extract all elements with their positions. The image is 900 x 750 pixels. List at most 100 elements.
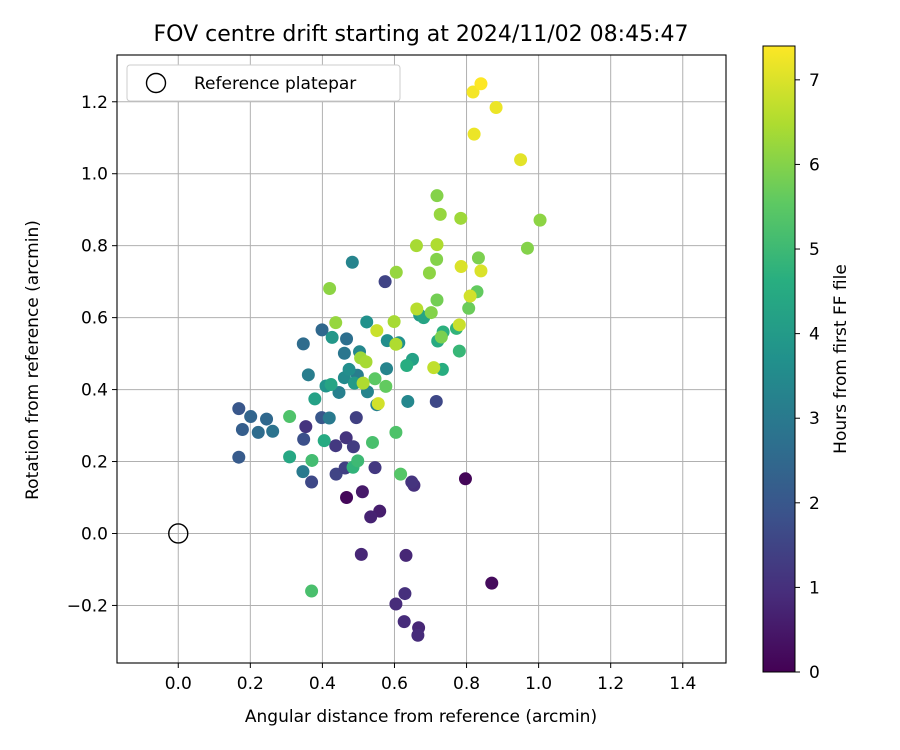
data-point [389, 425, 403, 439]
data-point [368, 372, 382, 386]
data-point [251, 425, 265, 439]
data-point [520, 241, 534, 255]
data-point [339, 431, 353, 445]
data-point [305, 475, 319, 489]
colorbar-tick-label: 6 [809, 155, 820, 175]
data-point [405, 475, 419, 489]
x-tick-label: 0.4 [309, 674, 336, 694]
data-point [410, 302, 424, 316]
data-point [389, 597, 403, 611]
y-tick-label: 0.8 [81, 237, 108, 257]
data-point [489, 101, 503, 115]
data-point [315, 323, 329, 337]
data-point [329, 316, 343, 330]
data-point [332, 385, 346, 399]
data-point [232, 402, 246, 416]
data-point [235, 423, 249, 437]
data-point [394, 467, 408, 481]
data-point [471, 251, 485, 265]
y-tick-label: 0.6 [81, 309, 108, 329]
y-tick-label: 1.0 [81, 165, 108, 185]
data-point [422, 266, 436, 280]
y-axis-label: Rotation from reference (arcmin) [23, 220, 43, 500]
data-point [283, 410, 297, 424]
colorbar-ticks: 0 1 2 3 4 5 6 7 [795, 71, 820, 683]
colorbar-tick-label: 0 [809, 663, 820, 683]
data-point [399, 548, 413, 562]
y-axis-ticks: −0.2 0.0 0.2 0.4 0.6 0.8 1.0 1.2 [67, 93, 117, 616]
x-tick-label: 0.2 [237, 674, 264, 694]
y-tick-label: 0.0 [81, 524, 108, 544]
data-point [244, 410, 258, 424]
data-point [260, 412, 274, 426]
data-point [322, 411, 336, 425]
data-point [389, 337, 403, 351]
data-point [429, 394, 443, 408]
data-point [323, 281, 337, 295]
data-point [297, 432, 311, 446]
data-point [485, 576, 499, 590]
colorbar-tick-label: 1 [809, 578, 820, 598]
data-point [379, 379, 393, 393]
data-point [401, 394, 415, 408]
data-point [430, 293, 444, 307]
data-point [305, 453, 319, 467]
x-axis-label: Angular distance from reference (arcmin) [245, 707, 597, 727]
data-point [354, 547, 368, 561]
y-tick-label: 0.2 [81, 453, 108, 473]
data-point [398, 587, 412, 601]
x-tick-label: 0.6 [381, 674, 408, 694]
y-tick-label: 0.4 [81, 381, 108, 401]
data-point [317, 434, 331, 448]
data-point [387, 315, 401, 329]
data-point [365, 435, 379, 449]
data-point [301, 368, 315, 382]
data-point [380, 362, 394, 376]
data-point [345, 255, 359, 269]
colorbar-label: Hours from first FF file [831, 264, 851, 454]
data-point [424, 306, 438, 320]
data-point [454, 211, 468, 225]
data-point [299, 420, 313, 434]
data-point [360, 315, 374, 329]
x-tick-label: 1.4 [669, 674, 696, 694]
data-point [430, 252, 444, 266]
data-point [329, 439, 343, 453]
x-tick-label: 1.0 [525, 674, 552, 694]
data-point [337, 346, 351, 360]
data-point [466, 85, 480, 99]
data-point [340, 332, 354, 346]
data-point [346, 440, 360, 454]
data-point [514, 153, 528, 167]
colorbar-tick-label: 4 [809, 325, 820, 345]
colorbar-tick-label: 5 [809, 240, 820, 260]
data-point [364, 510, 378, 524]
colorbar-tick-label: 2 [809, 494, 820, 514]
plot-frame [116, 54, 727, 664]
data-point [232, 450, 246, 464]
data-point [434, 330, 448, 344]
data-point [371, 397, 385, 411]
colorbar: 0 1 2 3 4 5 6 7 Hours from first FF file [762, 45, 851, 683]
data-point [351, 454, 365, 468]
data-point [324, 378, 338, 392]
data-point [389, 265, 403, 279]
data-point [368, 461, 382, 475]
data-point [370, 324, 384, 338]
data-points [232, 77, 547, 642]
data-point [430, 189, 444, 203]
legend-label: Reference platepar [194, 74, 356, 94]
data-point [454, 260, 468, 274]
legend-marker-icon [145, 72, 167, 94]
data-point [458, 472, 472, 486]
data-point [409, 239, 423, 253]
y-tick-label: −0.2 [67, 596, 108, 616]
data-point [296, 465, 310, 479]
legend-box [126, 64, 401, 102]
colorbar-tick-label: 3 [809, 409, 820, 429]
chart-title: FOV centre drift starting at 2024/11/02 … [154, 22, 689, 47]
data-point [378, 275, 392, 289]
data-point [463, 289, 477, 303]
data-point [349, 411, 363, 425]
